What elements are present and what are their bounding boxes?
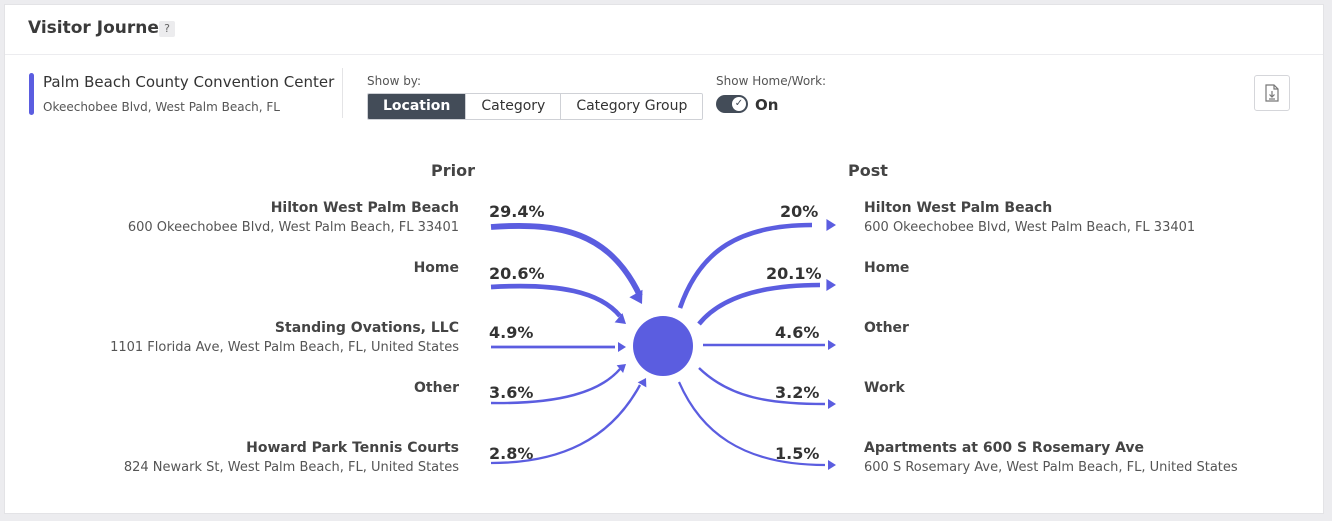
post-flow-arrow: [677, 381, 826, 467]
divider: [342, 68, 343, 118]
post-column-title: Post: [848, 161, 888, 180]
post-arrowhead: [828, 340, 836, 350]
show-by-segmented-control: Location Category Category Group: [367, 93, 704, 120]
prior-item-name: Standing Ovations, LLC: [274, 320, 459, 336]
prior-flow-arrow: [490, 283, 622, 318]
prior-percent: 3.6%: [489, 383, 534, 402]
prior-arrowhead: [618, 342, 626, 352]
post-item-name: Apartments at 600 S Rosemary Ave: [864, 440, 1145, 456]
download-file-icon: [1265, 84, 1279, 102]
prior-flow-arrow: [490, 222, 643, 298]
post-flow-arrow: [698, 367, 826, 406]
venue-name: Palm Beach County Convention Center: [43, 73, 335, 91]
venue-color-bar: [29, 73, 34, 115]
show-by-category-button[interactable]: Category: [466, 94, 562, 119]
visitor-journey-card: Visitor Journey ?: [4, 4, 1324, 514]
home-work-toggle-state: On: [755, 96, 779, 114]
download-button[interactable]: [1254, 75, 1290, 111]
post-item-address: 600 S Rosemary Ave, West Palm Beach, FL,…: [864, 460, 1238, 475]
show-by-label: Show by:: [367, 74, 422, 88]
show-by-category-group-button[interactable]: Category Group: [561, 94, 703, 119]
post-flow-arrow: [677, 222, 813, 309]
post-item-name: Other: [864, 320, 909, 336]
post-item-name: Home: [864, 260, 910, 276]
prior-flow-arrow: [490, 384, 642, 465]
card-title: Visitor Journey: [28, 18, 170, 38]
post-item-name: Work: [864, 380, 905, 396]
show-home-work-label: Show Home/Work:: [716, 74, 827, 88]
prior-item-name: Hilton West Palm Beach: [270, 200, 459, 216]
post-percent: 20%: [780, 202, 819, 221]
venue-node: [633, 316, 693, 376]
post-percent: 3.2%: [775, 383, 820, 402]
post-percent: 4.6%: [775, 323, 820, 342]
prior-arrowhead: [629, 289, 643, 304]
prior-item-name: Other: [414, 380, 459, 396]
post-flow-arrow: [697, 282, 821, 326]
help-icon[interactable]: ?: [159, 21, 175, 37]
prior-item-address: 600 Okeechobee Blvd, West Palm Beach, FL…: [127, 220, 459, 235]
prior-flow-arrow: [490, 368, 621, 405]
post-arrowhead: [826, 279, 836, 291]
post-item-name: Hilton West Palm Beach: [864, 200, 1053, 216]
show-by-location-button[interactable]: Location: [368, 94, 467, 119]
card-header: Visitor Journey ?: [5, 5, 1323, 55]
prior-item-address: 824 Newark St, West Palm Beach, FL, Unit…: [123, 460, 459, 475]
post-percent: 1.5%: [775, 444, 820, 463]
post-arrowhead: [828, 399, 836, 409]
prior-item-name: Home: [413, 260, 459, 276]
prior-arrowhead: [637, 378, 647, 388]
venue-address: Okeechobee Blvd, West Palm Beach, FL: [43, 100, 280, 114]
prior-item-address: 1101 Florida Ave, West Palm Beach, FL, U…: [110, 340, 459, 355]
prior-item-name: Howard Park Tennis Courts: [246, 440, 459, 456]
check-icon: ✓: [732, 97, 746, 111]
home-work-toggle[interactable]: ✓: [716, 95, 748, 113]
post-percent: 20.1%: [766, 264, 822, 283]
post-arrowhead: [828, 460, 836, 470]
prior-percent: 4.9%: [489, 323, 534, 342]
prior-arrowhead: [616, 364, 626, 373]
prior-percent: 20.6%: [489, 264, 545, 283]
prior-column-title: Prior: [431, 161, 475, 180]
post-arrowhead: [826, 219, 836, 231]
prior-percent: 2.8%: [489, 444, 534, 463]
prior-percent: 29.4%: [489, 202, 545, 221]
prior-arrowhead: [614, 313, 626, 324]
post-item-address: 600 Okeechobee Blvd, West Palm Beach, FL…: [864, 220, 1196, 235]
